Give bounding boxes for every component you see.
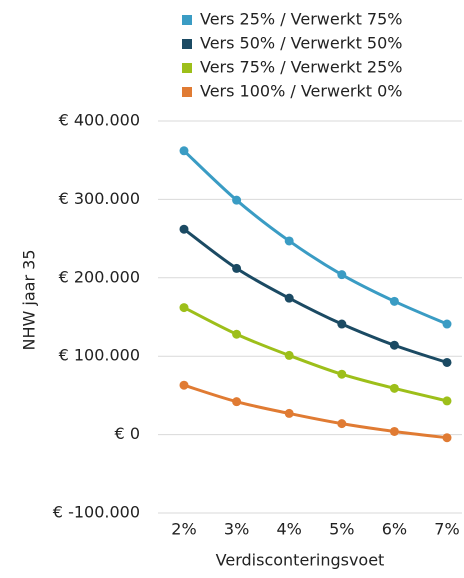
data-point [232,263,242,273]
y-tick-label: € 0 [115,424,140,443]
data-point [179,146,189,156]
data-point [442,396,452,406]
legend-label: Vers 75% / Verwerkt 25% [200,58,403,77]
legend-swatch [182,63,192,73]
y-tick-label: € -100.000 [53,503,140,522]
data-point [337,419,347,429]
data-point [337,270,347,280]
series-line [183,227,448,364]
y-axis-label: NHW jaar 35 [20,250,39,351]
series-line [183,383,448,440]
data-point [442,433,452,443]
data-point [389,296,399,306]
series-line [183,306,448,403]
x-tick-label: 5% [329,520,354,539]
data-point [389,383,399,393]
data-point [284,350,294,360]
x-tick-label: 6% [382,520,407,539]
legend-label: Vers 50% / Verwerkt 50% [200,34,403,53]
x-tick-label: 3% [224,520,249,539]
data-point [442,357,452,367]
data-point [337,369,347,379]
data-point [389,340,399,350]
data-point [284,293,294,303]
legend-swatch [182,15,192,25]
data-point [179,380,189,390]
data-point [284,408,294,418]
data-point [232,195,242,205]
data-point [179,303,189,313]
legend-swatch [182,87,192,97]
y-tick-label: € 200.000 [59,267,140,286]
data-point [232,329,242,339]
data-point [389,426,399,436]
x-tick-label: 2% [171,520,196,539]
x-tick-label: 4% [277,520,302,539]
legend-swatch [182,39,192,49]
y-tick-label: € 300.000 [59,189,140,208]
data-point [337,319,347,329]
data-point [442,319,452,329]
x-tick-label: 7% [434,520,459,539]
y-tick-label: € 100.000 [59,346,140,365]
legend-label: Vers 100% / Verwerkt 0% [200,82,403,101]
data-point [284,236,294,246]
x-axis-label: Verdisconteringsvoet [216,551,385,570]
series-line [182,149,448,326]
legend-label: Vers 25% / Verwerkt 75% [200,10,403,29]
data-point [232,397,242,407]
data-point [179,224,189,234]
y-tick-label: € 400.000 [59,111,140,130]
